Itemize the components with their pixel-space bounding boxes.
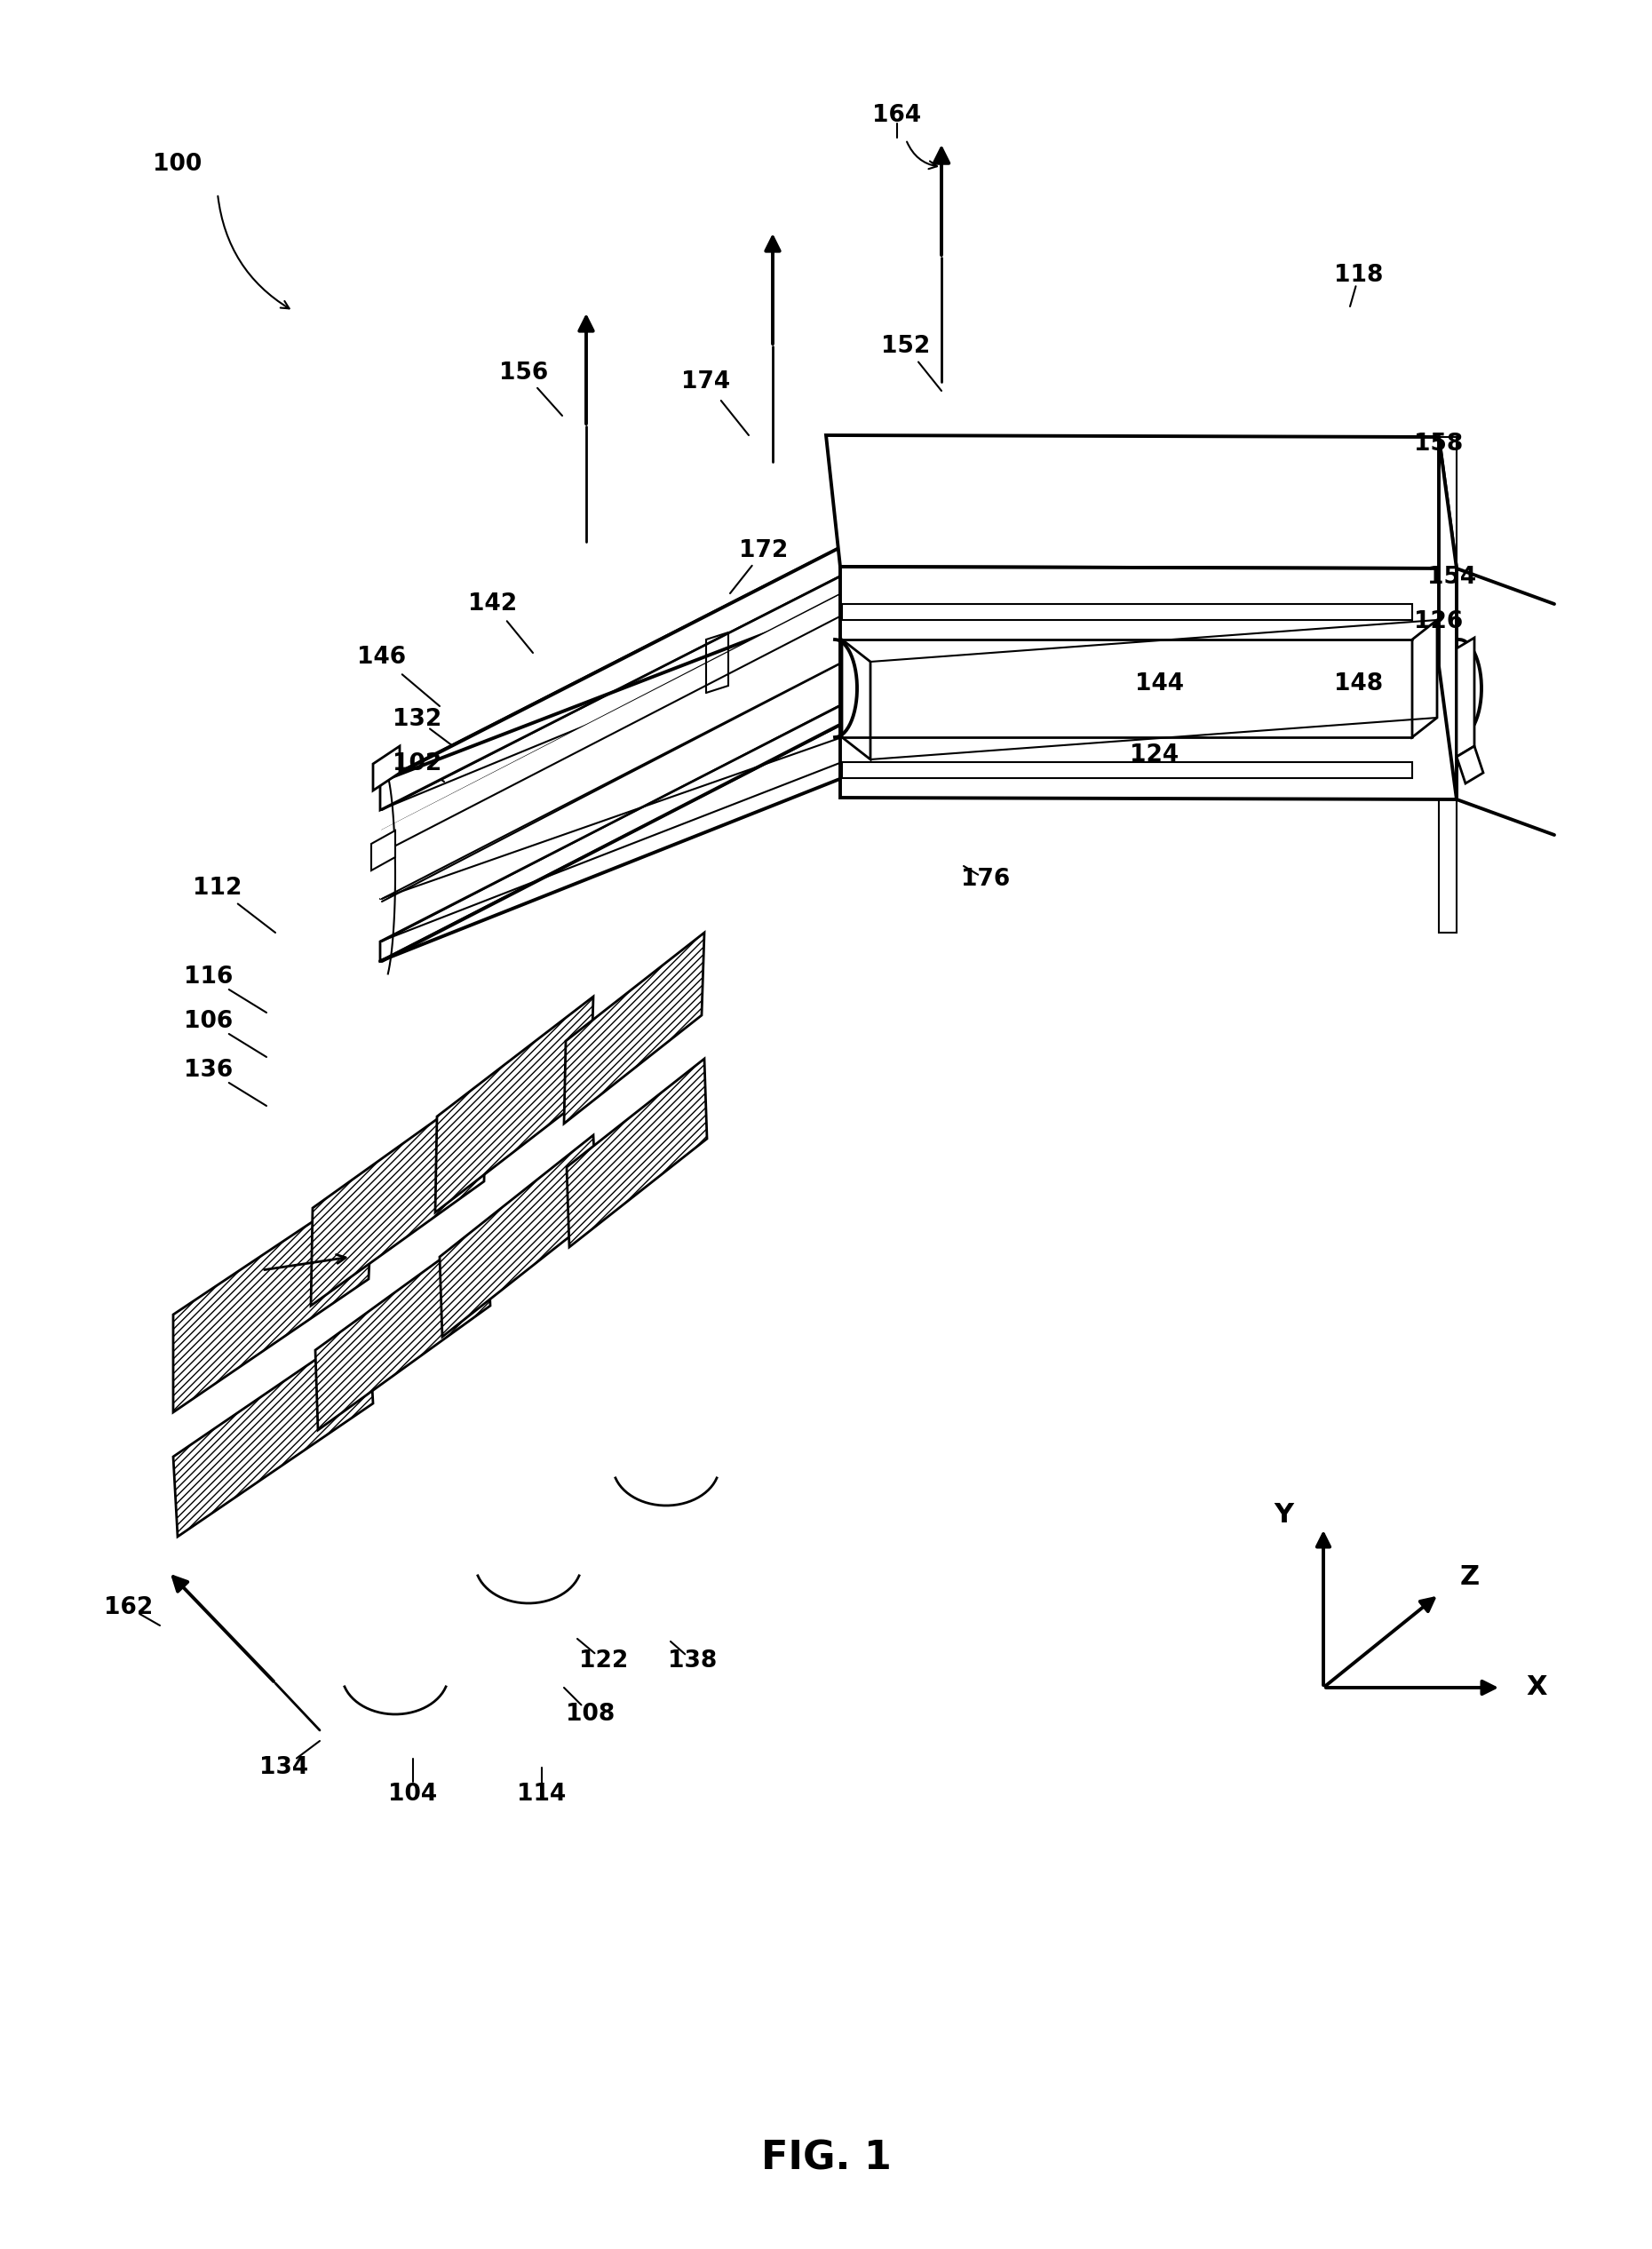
Text: 104: 104 (388, 1783, 438, 1806)
Text: 116: 116 (183, 965, 233, 990)
Polygon shape (841, 567, 1457, 798)
Polygon shape (311, 1084, 487, 1307)
Polygon shape (843, 605, 1412, 621)
Text: 164: 164 (872, 103, 922, 126)
Polygon shape (380, 495, 943, 810)
Polygon shape (373, 747, 400, 792)
Text: 118: 118 (1335, 263, 1383, 288)
Text: 142: 142 (469, 591, 517, 616)
Text: 112: 112 (193, 877, 243, 900)
Text: 134: 134 (259, 1756, 309, 1779)
Text: 176: 176 (961, 868, 1011, 891)
Polygon shape (563, 933, 704, 1124)
Text: 126: 126 (1414, 609, 1464, 634)
Text: 152: 152 (882, 335, 930, 358)
Text: 114: 114 (517, 1783, 567, 1806)
Text: 132: 132 (393, 708, 443, 731)
Text: 172: 172 (740, 540, 788, 562)
Text: 136: 136 (183, 1059, 233, 1082)
Polygon shape (1457, 747, 1483, 783)
Text: 122: 122 (580, 1649, 628, 1673)
Polygon shape (434, 996, 593, 1212)
Text: 100: 100 (154, 153, 202, 175)
Polygon shape (843, 639, 871, 760)
Polygon shape (567, 1059, 707, 1248)
Polygon shape (380, 652, 943, 960)
Text: 124: 124 (1130, 744, 1180, 767)
Polygon shape (439, 1136, 596, 1336)
Text: 138: 138 (669, 1649, 717, 1673)
Polygon shape (843, 762, 1412, 778)
Polygon shape (173, 1181, 373, 1412)
Text: 162: 162 (104, 1597, 154, 1619)
Polygon shape (1439, 436, 1457, 933)
Text: FIG. 1: FIG. 1 (762, 2139, 890, 2177)
Text: 148: 148 (1335, 672, 1383, 695)
Text: X: X (1526, 1676, 1546, 1700)
Text: 106: 106 (183, 1010, 233, 1032)
Text: 102: 102 (393, 753, 443, 776)
Text: Y: Y (1274, 1502, 1294, 1527)
Polygon shape (1439, 436, 1457, 798)
Text: 158: 158 (1414, 432, 1464, 457)
Polygon shape (1412, 621, 1437, 738)
Text: Z: Z (1460, 1563, 1480, 1590)
Text: 154: 154 (1427, 567, 1477, 589)
Polygon shape (372, 830, 395, 870)
Polygon shape (826, 436, 1457, 569)
Text: 146: 146 (357, 645, 406, 668)
Polygon shape (173, 1322, 373, 1536)
Text: 174: 174 (682, 371, 730, 394)
Text: 144: 144 (1135, 672, 1183, 695)
Polygon shape (1457, 639, 1474, 756)
Polygon shape (316, 1226, 491, 1430)
Text: 156: 156 (499, 362, 548, 385)
Polygon shape (380, 542, 943, 900)
Text: 108: 108 (567, 1702, 615, 1725)
